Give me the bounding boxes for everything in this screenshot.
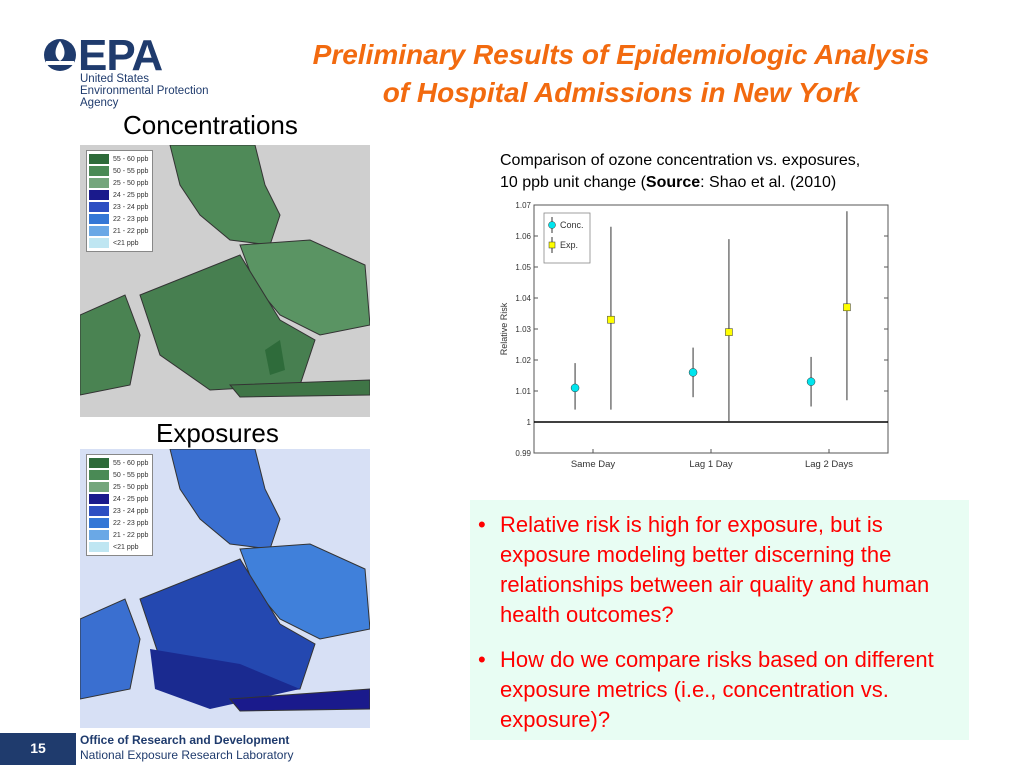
title-line-1: Preliminary Results of Epidemiologic Ana… — [312, 39, 930, 70]
y-axis-label: Relative Risk — [499, 302, 509, 355]
conc-point — [570, 383, 580, 393]
page-number: 15 — [30, 740, 46, 756]
legend-marker — [548, 221, 556, 229]
concentrations-legend: 55 - 60 ppb 50 - 55 ppb 25 - 50 ppb 24 -… — [86, 150, 154, 252]
legend-row: <21 ppb — [89, 541, 148, 553]
y-tick-label: 1.04 — [515, 294, 531, 303]
legend-label: Conc. — [560, 220, 584, 230]
legend-row: 55 - 60 ppb — [89, 457, 148, 469]
exp-point — [607, 315, 615, 324]
legend-row: 21 - 22 ppb — [89, 529, 148, 541]
epa-wordmark: EPA — [78, 31, 163, 80]
legend-row: 50 - 55 ppb — [89, 469, 148, 481]
concentrations-map: 55 - 60 ppb 50 - 55 ppb 25 - 50 ppb 24 -… — [79, 144, 371, 417]
legend-row: 55 - 60 ppb — [89, 153, 148, 165]
legend-marker — [548, 241, 556, 249]
y-tick-label: 1 — [527, 418, 532, 427]
legend-row: 24 - 25 ppb — [89, 189, 148, 201]
y-tick-label: 0.99 — [515, 449, 531, 458]
bullet-text: How do we compare risks based on differe… — [500, 647, 934, 732]
title-line-2: of Hospital Admissions in New York — [382, 77, 860, 108]
source-label: Source — [645, 174, 701, 191]
y-tick-label: 1.02 — [515, 356, 531, 365]
bullet-marker: • — [478, 512, 486, 537]
x-tick-label: Same Day — [571, 459, 616, 470]
legend-row: 22 - 23 ppb — [89, 517, 148, 529]
footer-office: Office of Research and Development — [80, 733, 290, 747]
bullet-marker: • — [478, 647, 486, 672]
exposures-label: Exposures — [156, 418, 279, 448]
exp-point — [843, 303, 851, 312]
legend-row: 25 - 50 ppb — [89, 177, 148, 189]
legend-row: 23 - 24 ppb — [89, 201, 148, 213]
bullet-text: Relative risk is high for exposure, but … — [500, 512, 930, 627]
y-tick-label: 1.01 — [515, 387, 531, 396]
legend-row: 25 - 50 ppb — [89, 481, 148, 493]
y-tick-label: 1.07 — [515, 201, 531, 210]
slide-title: Preliminary Results of Epidemiologic Ana… — [236, 36, 1006, 112]
concentrations-map-shapes — [79, 144, 371, 417]
x-tick-label: Lag 2 Days — [805, 459, 853, 470]
caption-line-1: Comparison of ozone concentration vs. ex… — [500, 152, 861, 169]
y-tick-label: 1.06 — [515, 232, 531, 241]
y-tick-label: 1.03 — [515, 325, 531, 334]
epa-flower-icon — [44, 39, 76, 71]
legend-row: <21 ppb — [89, 237, 148, 249]
caption-line-2: 10 ppb unit change (Source: Shao et al. … — [500, 174, 837, 191]
plot-area — [533, 204, 889, 454]
legend-row: 24 - 25 ppb — [89, 493, 148, 505]
exposures-map: 55 - 60 ppb 50 - 55 ppb 25 - 50 ppb 24 -… — [79, 448, 371, 728]
legend-row: 23 - 24 ppb — [89, 505, 148, 517]
x-tick-label: Lag 1 Day — [689, 459, 733, 470]
concentrations-label: Concentrations — [123, 110, 298, 140]
epa-logo: EPA United States Environmental Protecti… — [40, 31, 240, 110]
legend-row: 21 - 22 ppb — [89, 225, 148, 237]
legend-label: Exp. — [560, 240, 578, 250]
legend-row: 50 - 55 ppb — [89, 165, 148, 177]
chart-caption: Comparison of ozone concentration vs. ex… — [500, 150, 980, 194]
conc-point — [806, 377, 816, 386]
exp-point — [725, 328, 733, 336]
exposures-legend: 55 - 60 ppb 50 - 55 ppb 25 - 50 ppb 24 -… — [86, 454, 154, 556]
page-number-bar: 15 — [0, 733, 76, 765]
y-tick-label: 1.05 — [515, 263, 531, 272]
epa-agency-name: United States Environmental Protection A… — [80, 73, 209, 109]
relative-risk-chart: 0.99 1 1.01 1.02 1.03 1.04 1.05 1.06 1.07 Same Da… — [499, 201, 889, 470]
findings-box: • Relative risk is high for exposure, bu… — [470, 500, 969, 740]
legend-row: 22 - 23 ppb — [89, 213, 148, 225]
conc-point — [688, 368, 698, 377]
footer-lab: National Exposure Research Laboratory — [80, 748, 294, 762]
